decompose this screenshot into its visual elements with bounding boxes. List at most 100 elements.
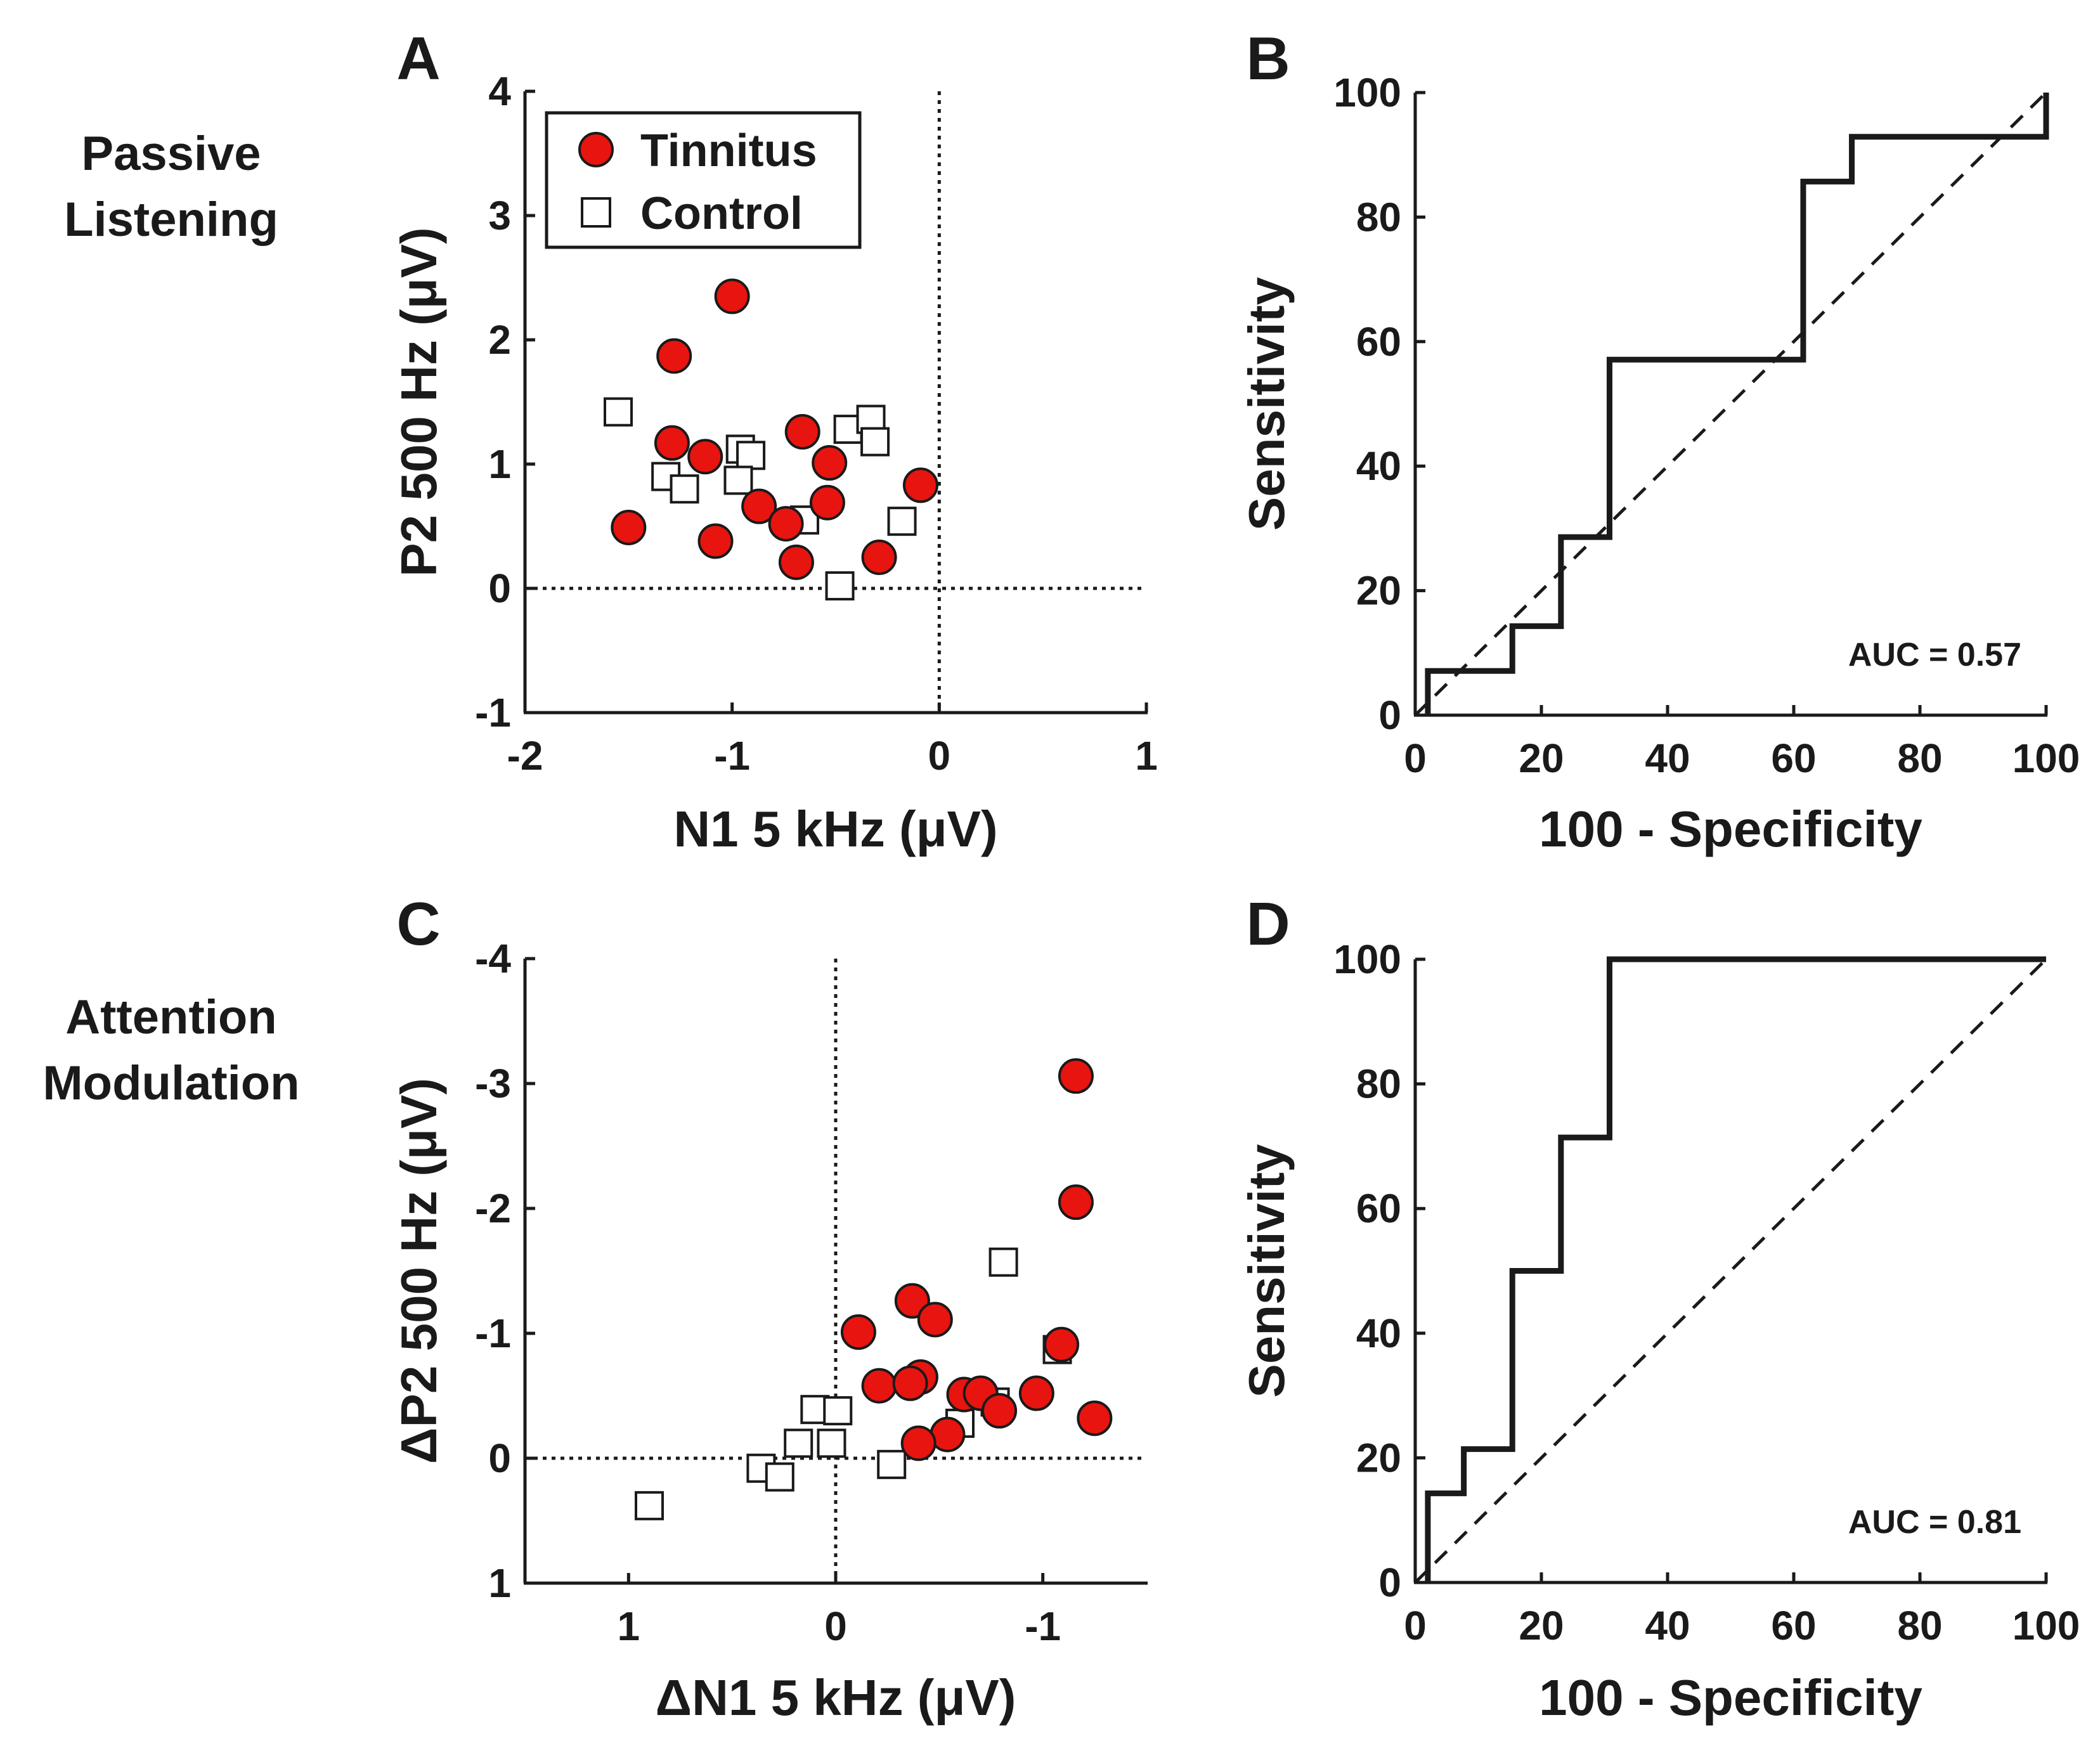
panel-b-roc-curve xyxy=(1425,93,2049,715)
panel-d-x-tick-label: 20 xyxy=(1519,1603,1564,1648)
panel-c-tinnitus-point xyxy=(900,1425,937,1461)
panel-d-y-tick-label: 40 xyxy=(1356,1311,1401,1356)
auc-label-d: AUC = 0.81 xyxy=(1848,1504,2021,1541)
panel-b-x-tick-label: 20 xyxy=(1519,735,1564,781)
panel-c-tinnitus-point xyxy=(1058,1184,1094,1220)
panel-c-control-point xyxy=(765,1462,794,1492)
panel-a-control-point xyxy=(723,465,753,495)
panel-d-y-axis-label: Sensitivity xyxy=(1238,1144,1295,1398)
panel-c-tinnitus-point xyxy=(1018,1375,1054,1411)
panel-b-y-tick-label: 40 xyxy=(1356,443,1401,489)
panel-c-control-point xyxy=(877,1449,907,1479)
panel-a-control-point xyxy=(604,397,633,427)
panel-d-y-tick-label: 60 xyxy=(1356,1186,1401,1231)
panel-d-y-tick-label: 20 xyxy=(1356,1435,1401,1480)
panel-a-x-axis-label: N1 5 kHz (μV) xyxy=(673,801,997,857)
panel-a-tinnitus-point xyxy=(902,467,938,503)
panel-a-tinnitus-point xyxy=(809,484,845,521)
panel-b-y-tick-label: 100 xyxy=(1333,70,1401,115)
panel-a-control-point xyxy=(736,441,766,470)
panel-a-y-tick-label: 4 xyxy=(488,68,511,114)
row-label-attention-line2: Modulation xyxy=(42,1056,299,1110)
panel-b-y-tick-label: 60 xyxy=(1356,319,1401,365)
panel-d-y-tick-label: 100 xyxy=(1333,936,1401,982)
legend: Tinnitus Control xyxy=(545,111,862,249)
panel-c-y-tick-label: -1 xyxy=(475,1311,511,1356)
panel-b-x-tick-label: 60 xyxy=(1771,735,1816,781)
panel-c-control-point xyxy=(988,1247,1018,1277)
panel-a-tinnitus-point xyxy=(768,506,804,542)
panel-a-tinnitus-point xyxy=(697,523,734,559)
panel-c-y-tick-label: 0 xyxy=(488,1435,511,1481)
panel-b-x-tick-label: 100 xyxy=(2013,735,2080,781)
panel-c-tinnitus-point xyxy=(861,1368,897,1404)
panel-c-tinnitus-point xyxy=(840,1314,876,1350)
panel-a-control-point xyxy=(670,474,699,504)
panel-a-x-tick-label: 1 xyxy=(1135,733,1158,779)
panel-a-x-tick-label: -1 xyxy=(714,733,750,779)
panel-c-y-tick-label: -3 xyxy=(475,1061,511,1106)
panel-b-y-tick-label: 0 xyxy=(1378,692,1401,738)
panel-c-control-point xyxy=(635,1491,664,1520)
panel-a-tinnitus-point xyxy=(778,544,814,580)
panel-b-y-axis-label: Sensitivity xyxy=(1238,276,1295,531)
panel-label-c: C xyxy=(396,890,440,958)
panel-a-tinnitus-point xyxy=(812,445,848,481)
panel-c-control-point xyxy=(817,1428,846,1458)
panel-c-scatter: 1 0 -1 1 0 -1 -2 -3 -4 ΔN1 5 kHz (μV) ΔP2 500 Hz (… xyxy=(391,936,1148,1726)
row-label-attention-line1: Attention xyxy=(65,990,276,1044)
panel-a-tinnitus-point xyxy=(741,488,777,524)
panel-a-x-tick-label: 0 xyxy=(928,733,951,779)
panel-b-y-tick-label: 80 xyxy=(1356,194,1401,240)
panel-c-control-point xyxy=(823,1396,853,1426)
panel-b-roc: 0 20 40 60 80 100 0 20 40 60 80 100 100 - Specificit… xyxy=(1238,70,2080,857)
panel-d-x-tick-label: 0 xyxy=(1404,1603,1427,1648)
panel-c-tinnitus-point xyxy=(1044,1326,1080,1362)
panel-b-y-tick-label: 20 xyxy=(1356,568,1401,614)
legend-control-marker xyxy=(581,197,611,228)
panel-a-y-axis-label: P2 500 Hz (μV) xyxy=(391,227,447,576)
panel-c-x-tick-label: 1 xyxy=(618,1603,640,1649)
panel-d-x-tick-label: 60 xyxy=(1771,1603,1816,1648)
panel-c-y-tick-label: -4 xyxy=(475,936,511,981)
panel-label-a: A xyxy=(396,25,440,93)
panel-d-roc-curve xyxy=(1425,956,2046,1582)
panel-a-tinnitus-point xyxy=(611,509,647,545)
legend-tinnitus-label: Tinnitus xyxy=(640,126,817,176)
panel-a-y-tick-label: 2 xyxy=(488,317,511,363)
panel-c-control-point xyxy=(784,1428,813,1458)
panel-a-control-point xyxy=(860,427,890,456)
row-label-passive-line2: Listening xyxy=(64,193,278,247)
panel-d-x-tick-label: 100 xyxy=(2013,1603,2080,1648)
panel-c-tinnitus-point xyxy=(1077,1400,1113,1436)
panel-a-y-tick-label: 1 xyxy=(488,441,511,487)
panel-d-y-tick-label: 0 xyxy=(1378,1560,1401,1605)
panel-c-tinnitus-point xyxy=(894,1283,930,1319)
panel-a-control-point xyxy=(825,571,855,601)
row-label-passive-line1: Passive xyxy=(81,127,261,181)
panel-d-x-axis-label: 100 - Specificity xyxy=(1539,1669,1922,1726)
panel-a-control-point xyxy=(887,507,917,536)
panel-a-y-tick-label: 0 xyxy=(488,566,511,611)
panel-a-tinnitus-point xyxy=(656,338,692,374)
panel-d-x-tick-label: 40 xyxy=(1645,1603,1690,1648)
panel-label-b: B xyxy=(1246,25,1290,93)
panel-c-tinnitus-point xyxy=(1058,1058,1094,1094)
panel-d-x-tick-label: 80 xyxy=(1897,1603,1942,1648)
panel-c-y-axis-label: ΔP2 500 Hz (μV) xyxy=(391,1078,447,1464)
panel-label-d: D xyxy=(1246,890,1290,958)
panel-b-chance-line xyxy=(1414,91,2047,716)
panel-c-y-tick-label: 1 xyxy=(488,1560,511,1606)
panel-a-tinnitus-point xyxy=(654,425,690,461)
panel-d-y-tick-label: 80 xyxy=(1356,1061,1401,1107)
panel-c-tinnitus-point xyxy=(917,1302,953,1338)
panel-a-y-tick-label: 3 xyxy=(488,193,511,238)
panel-b-x-tick-label: 40 xyxy=(1645,735,1690,781)
panel-b-x-tick-label: 80 xyxy=(1897,735,1942,781)
panel-a-tinnitus-point xyxy=(784,414,820,450)
panel-b-x-axis-label: 100 - Specificity xyxy=(1539,801,1922,857)
panel-b-x-tick-label: 0 xyxy=(1404,735,1427,781)
